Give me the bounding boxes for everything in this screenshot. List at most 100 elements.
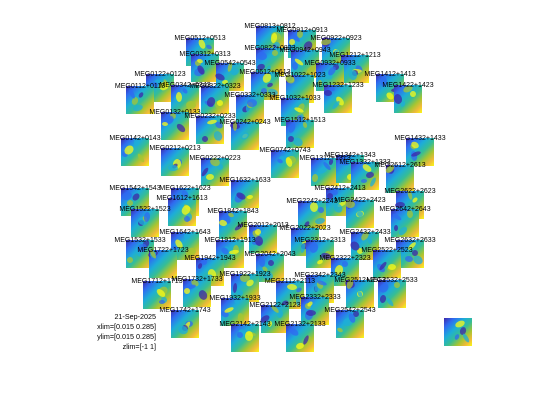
sensor-tile [271,150,299,178]
sensor-tile [406,138,434,166]
sensor-tile [324,85,352,113]
ylim-label: ylim=[0.015 0.285] [97,332,156,341]
sensor-label: MEG1232+1233 [312,82,363,89]
sensor-label: MEG2242+2243 [286,198,337,205]
sensor-label: MEG2312+2313 [294,237,345,244]
sensor-tile [391,209,419,237]
sensor-label: MEG1412+1413 [364,71,415,78]
sensor-label: MEG0922+0923 [310,35,361,42]
sensor-tile [311,158,339,186]
info-text: 21-Sep-2025 xlim=[0.015 0.285] ylim=[0.0… [60,312,156,352]
sensor-label: MEG1512+1513 [274,117,325,124]
sensor-tile [171,310,199,338]
sensor-label: MEG0212+0213 [149,145,200,152]
sensor-label: MEG1912+1913 [204,237,255,244]
sensor-label: MEG2022+2023 [279,225,330,232]
sensor-tile [121,138,149,166]
sensor-label: MEG0612+0613 [239,69,290,76]
xlim-label: xlim=[0.015 0.285] [97,322,156,331]
sensor-label: MEG0742+0743 [259,147,310,154]
sensor-label: MEG1632+1633 [219,177,270,184]
sensor-label: MEG1312+1313 [299,155,350,162]
sensor-tile [286,120,314,148]
sensor-label: MEG2522+2523 [361,247,412,254]
sensor-label: MEG0322+0323 [189,83,240,90]
sensor-tile [231,324,259,352]
sensor-tile [298,201,326,229]
sensor-label: MEG1532+1533 [114,237,165,244]
sensor-label: MEG0932+0933 [304,60,355,67]
sensor-label: MEG0512+0513 [174,35,225,42]
sensor-tile [183,279,211,307]
sensor-label: MEG1932+1933 [209,295,260,302]
sensor-label: MEG0232+0233 [184,113,235,120]
sensor-label: MEG1022+1023 [274,72,325,79]
sensor-label: MEG2132+2133 [274,321,325,328]
sensor-label: MEG0912+0913 [276,27,327,34]
sensor-tile [291,50,319,78]
zlim-label: zlim=[-1 1] [122,342,156,351]
colorscale-tile [444,318,472,346]
sensor-label: MEG0813+0812 [244,23,295,30]
sensor-label: MEG0542+0543 [204,60,255,67]
sensor-label: MEG2512+2513 [334,277,385,284]
sensor-tile [393,85,422,113]
sensor-label: MEG1332+1333 [339,159,390,166]
sensor-label: MEG1732+1733 [171,276,222,283]
sensor-label: MEG2342+2343 [294,272,345,279]
sensor-label: MEG2422+2423 [334,197,385,204]
sensor-tile [256,48,284,76]
sensor-label: MEG2142+2143 [219,321,270,328]
sensor-label: MEG2332+2333 [289,294,340,301]
sensor-label: MEG2012+2013 [237,222,288,229]
sensor-label: MEG0142+0143 [109,135,160,142]
sensor-label: MEG1342+1343 [324,152,375,159]
sensor-label: MEG1722+1723 [137,247,188,254]
sensor-label: MEG0222+0223 [189,155,240,162]
sensor-tile [345,199,374,228]
sensor-tile [161,148,189,176]
sensor-tile [231,180,259,208]
sensor-label: MEG2542+2543 [324,307,375,314]
sensor-tile [260,305,289,333]
sensor-label: MEG2612+2613 [374,162,425,169]
sensor-tile [201,86,229,114]
sensor-label: MEG0312+0313 [179,51,230,58]
sensor-tile [196,116,224,144]
sensor-label: MEG1032+1033 [269,95,320,102]
sensor-label: MEG2322+2323 [319,255,370,262]
sensor-label: MEG1422+1423 [382,82,433,89]
sensor-tile [230,121,259,150]
sensor-label: MEG2632+2633 [384,237,435,244]
sensor-tile [216,240,244,268]
sensor-tile [171,85,199,113]
sensor-label: MEG0942+0943 [279,47,330,54]
sensor-tile [341,55,369,83]
sensor-tile [231,273,259,302]
sensor-tile [131,209,159,237]
sensor-label: MEG0242+0243 [219,119,270,126]
sensor-tiles [121,26,472,352]
sensor-tile [378,280,406,308]
sensor-label: MEG1622+1623 [159,185,210,192]
sensor-label: MEG0332+0333 [224,92,275,99]
sensor-tile [286,324,314,352]
sensor-tile [336,310,364,338]
sensor-tile [201,157,229,186]
sensor-tile [396,240,424,268]
sensor-tile [143,281,171,309]
sensor-tile [219,211,247,239]
sensor-tile [161,112,189,140]
sensor-label: MEG2412+2413 [314,185,365,192]
sensor-label: MEG1522+1523 [119,206,170,213]
sensor-tile [256,254,284,282]
sensor-label: MEG1642+1643 [159,229,210,236]
sensor-label: MEG1542+1543 [109,185,160,192]
sensor-label: MEG1712+1713 [131,278,182,285]
sensor-label: MEG2432+2433 [339,229,390,236]
sensor-tile [168,198,196,226]
date-label: 21-Sep-2025 [114,312,156,321]
sensor-label: MEG2532+2533 [366,277,417,284]
sensor-label: MEG2112+2113 [265,278,315,285]
